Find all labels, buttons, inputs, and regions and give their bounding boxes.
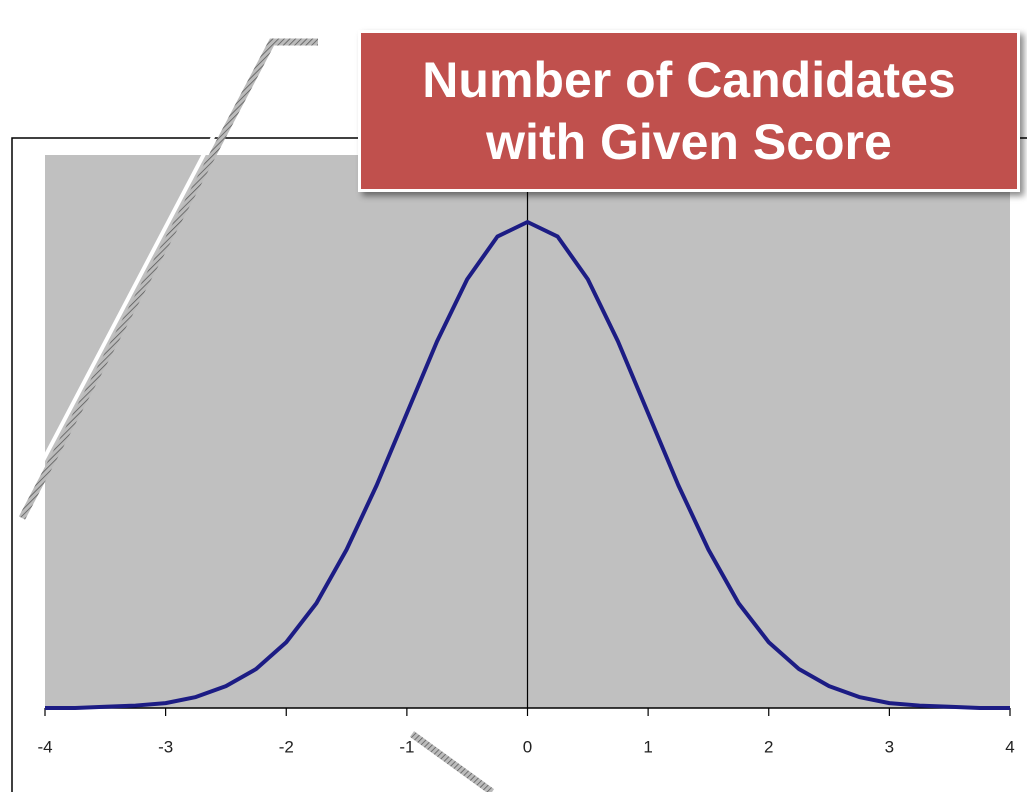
x-tick-label: -1: [399, 737, 414, 756]
x-tick-label: 0: [523, 737, 532, 756]
x-tick-label: 3: [885, 737, 894, 756]
chart-title: Number of Candidates with Given Score: [358, 30, 1020, 192]
x-tick-label: -4: [37, 737, 52, 756]
decorative-line: [14, 34, 318, 513]
x-tick-label: 2: [764, 737, 773, 756]
x-tick-label: 1: [643, 737, 652, 756]
decorative-line: [18, 38, 318, 520]
decorative-line: [409, 731, 495, 792]
line-series: [45, 219, 1010, 710]
x-tick-label: -3: [158, 737, 173, 756]
x-tick-label: 4: [1005, 737, 1014, 756]
x-tick-label: -2: [279, 737, 294, 756]
